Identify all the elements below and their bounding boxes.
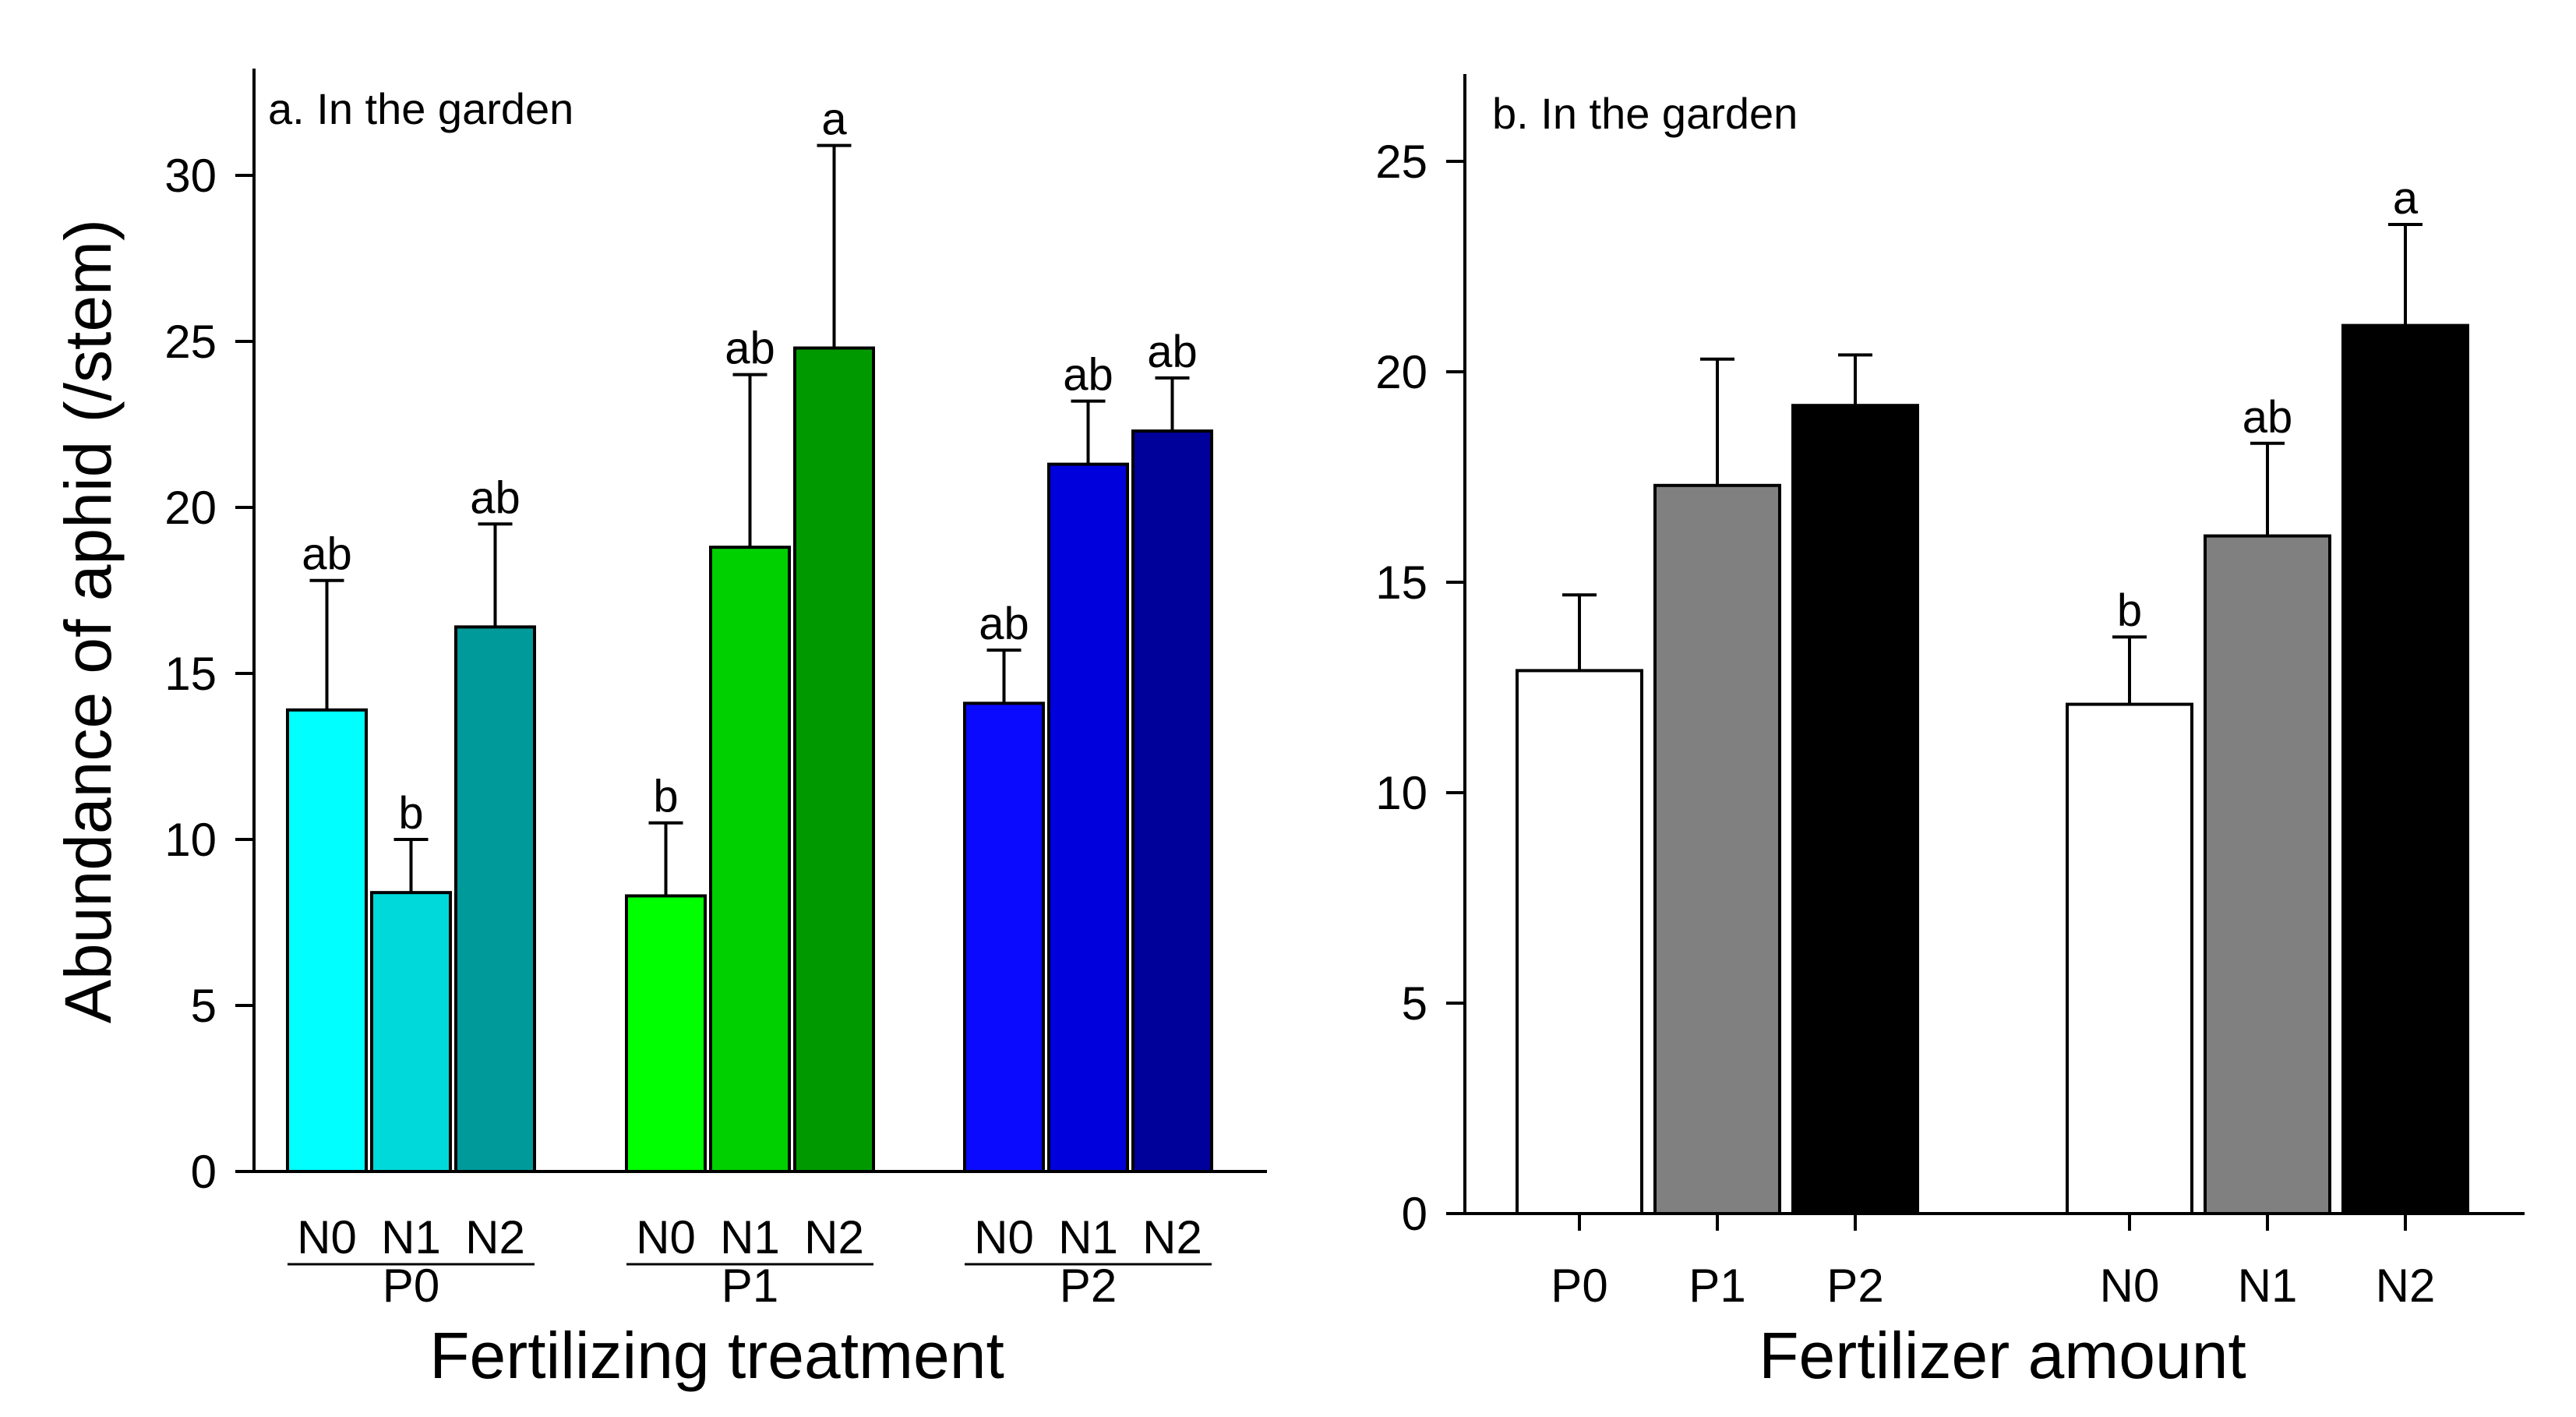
panel-b-bar: [2066, 702, 2193, 1215]
panel-a-group-label: P0: [383, 1260, 439, 1312]
panel-a-sig-label: ab: [470, 472, 520, 523]
panel-a-category-label: N0: [974, 1211, 1034, 1263]
panel-a-ytick-label: 25: [164, 316, 217, 368]
panel-a-bar: [625, 894, 707, 1174]
panel-b: b. In the garden Fertilizer amount 0 5 10 1…: [1375, 74, 2525, 1392]
panel-a-bar: [1047, 462, 1129, 1173]
panel-a-ytick-label: 20: [164, 482, 217, 534]
panel-a-category-label: N1: [720, 1211, 780, 1263]
panel-a-sig-label: ab: [302, 529, 352, 580]
panel-a-category-label: N0: [636, 1211, 696, 1263]
panel-a-sig-label: b: [653, 772, 678, 822]
panel-a-ytick-label: 0: [191, 1146, 217, 1198]
panel-a-sig-label: b: [398, 788, 423, 839]
panel-b-category-label: N1: [2238, 1260, 2298, 1312]
panel-b-bar: [1653, 483, 1781, 1215]
panel-b-category-label: N2: [2376, 1260, 2436, 1312]
panel-a-xlabel: Fertilizing treatment: [429, 1319, 1004, 1392]
panel-a-bar: [286, 708, 368, 1173]
panel-a-category-label: N2: [465, 1211, 525, 1263]
panel-a-sig-label: ab: [1147, 327, 1198, 377]
panel-b-category-label: P1: [1689, 1260, 1745, 1312]
panel-b-ytick-label: 10: [1375, 767, 1427, 819]
panel-b-ytick-label: 5: [1402, 977, 1427, 1030]
panel-b-sig-label: b: [2117, 585, 2142, 636]
panel-a-bar: [454, 625, 536, 1173]
panel-a-bar: [370, 891, 452, 1174]
panel-a-group-label: P2: [1060, 1260, 1117, 1312]
panel-b-title: b. In the garden: [1492, 89, 1798, 138]
panel-a-title: a. In the garden: [268, 84, 573, 133]
panel-a-bar: [963, 701, 1045, 1173]
panel-a-bar: [1131, 429, 1213, 1173]
panel-a-category-label: N2: [1142, 1211, 1202, 1263]
panel-a-ytick-label: 5: [191, 980, 217, 1032]
panel-a-ytick-label: 15: [164, 648, 217, 700]
panel-a-sig-label: a: [821, 94, 847, 145]
panel-b-category-label: N0: [2100, 1260, 2160, 1312]
panel-a-category-label: N1: [381, 1211, 441, 1263]
panel-b-category-label: P0: [1551, 1260, 1607, 1312]
panel-b-ytick-label: 25: [1375, 136, 1427, 188]
panel-b-bar: [2204, 534, 2331, 1215]
panel-b-bar: [1516, 669, 1643, 1215]
panel-a-ytick-label: 10: [164, 814, 217, 866]
panel-a-sig-label: ab: [1063, 350, 1113, 401]
panel-b-xlabel: Fertilizer amount: [1759, 1319, 2246, 1392]
panel-a-category-label: N2: [804, 1211, 864, 1263]
panel-b-sig-label: ab: [2243, 392, 2293, 443]
panel-a-bar: [793, 346, 875, 1173]
panel-b-bar: [1791, 404, 1919, 1216]
panel-b-bar: [2341, 323, 2469, 1216]
panel-a-category-label: N1: [1058, 1211, 1118, 1263]
panel-a-ylabel: Abundance of aphid (/stem): [51, 219, 125, 1023]
panel-b-ytick-label: 20: [1375, 346, 1427, 398]
panel-a-group-label: P1: [722, 1260, 778, 1312]
panel-b-category-label: P2: [1826, 1260, 1883, 1312]
panel-a: a. In the garden Fertilizing treatment A…: [51, 69, 1267, 1392]
panel-a-category-label: N0: [297, 1211, 357, 1263]
panel-b-sig-label: a: [2393, 173, 2419, 224]
panel-b-ytick-label: 0: [1402, 1188, 1427, 1240]
panel-b-ytick-label: 15: [1375, 557, 1427, 609]
panel-a-sig-label: ab: [979, 599, 1029, 649]
panel-a-ytick-label: 30: [164, 150, 217, 202]
panel-a-bar: [709, 546, 791, 1173]
panel-a-sig-label: ab: [725, 323, 775, 374]
